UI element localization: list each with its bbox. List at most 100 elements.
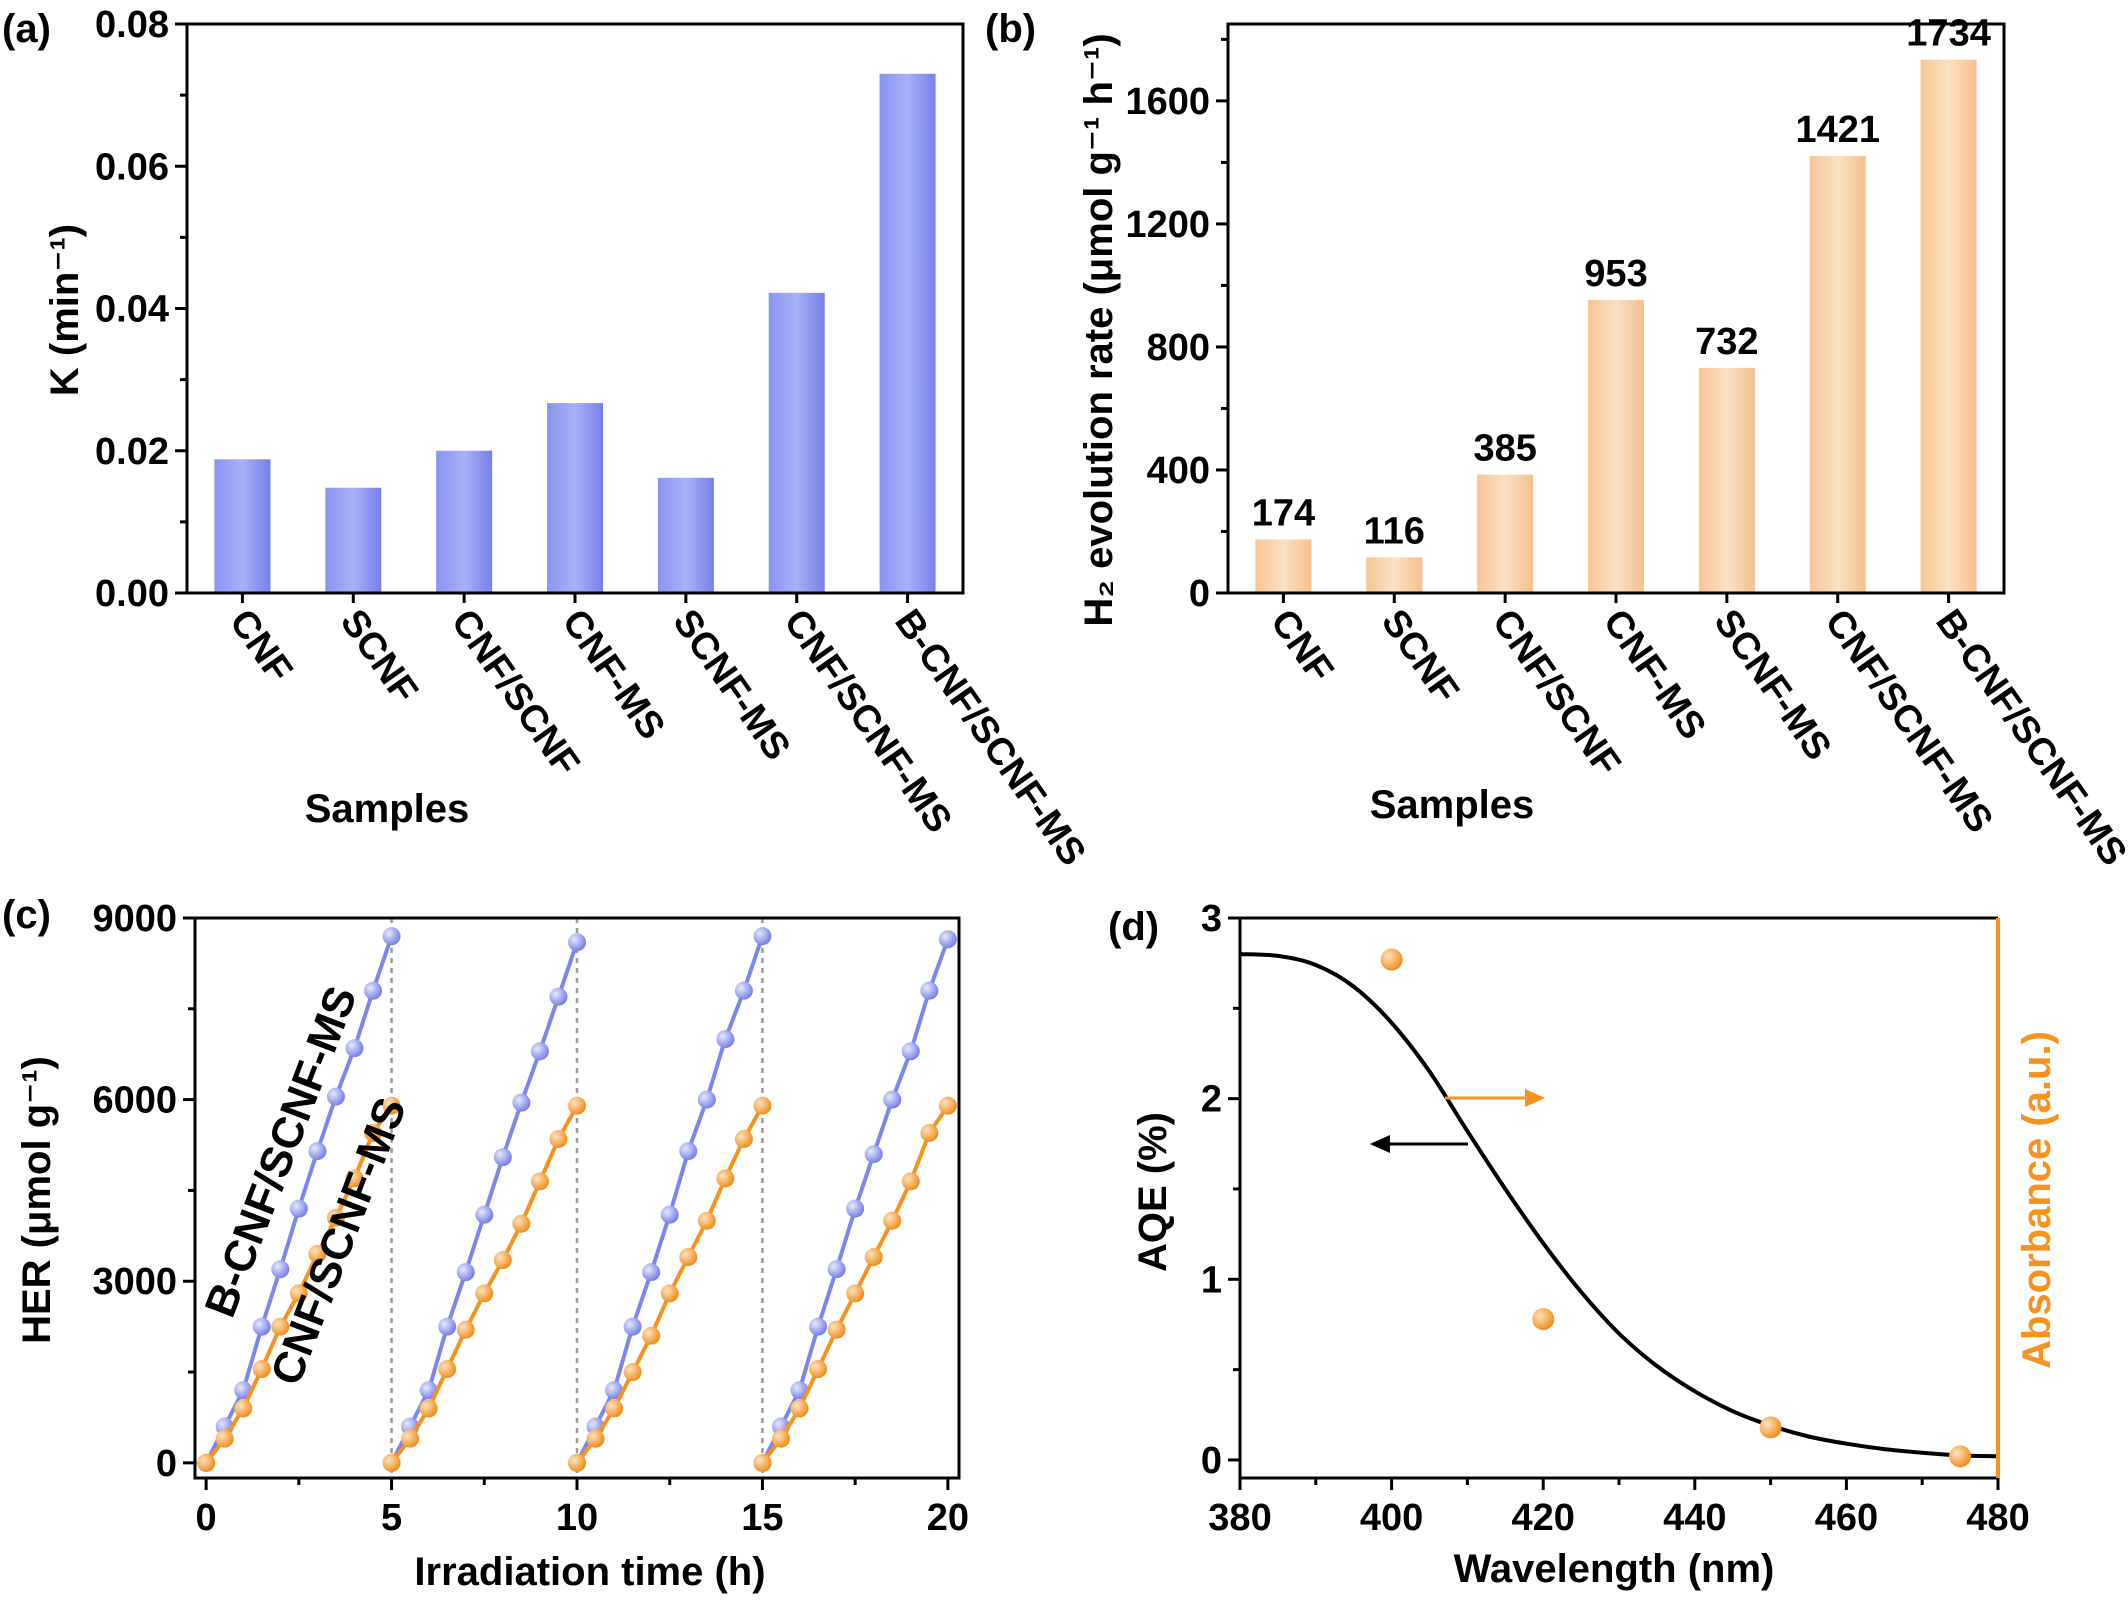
d-absorbance-curve [1239,952,1999,1459]
c-series-point [827,1320,846,1339]
d-x-tick-label: 440 [1663,1497,1726,1539]
panel-d-label: (d) [1108,905,1159,949]
c-series-point [289,1199,308,1218]
d-y-axis-title: AQE (%) [1131,1112,1175,1272]
c-series-point [846,1284,865,1303]
c-series-point [382,1096,401,1115]
c-series-point [697,1090,716,1109]
b-y-tick-label: 0 [1189,573,1210,615]
c-series-point [753,927,772,946]
c-series-point [326,1087,345,1106]
b-y-tick-label: 1600 [1125,81,1210,123]
c-series-point [623,1363,642,1382]
panel-c-label: (c) [2,893,51,937]
panel-a: (a) 0.000.020.040.060.08 CNF SCNF CNF/SCNF… [2,4,1094,873]
c-series-line [575,935,765,1464]
c-series-point [252,1317,271,1336]
c-series-point [456,1320,475,1339]
c-series-point [660,1284,679,1303]
c-series-point [901,1172,920,1191]
c-series-point [549,1129,568,1148]
a-bar [879,73,936,594]
c-series-point [827,1260,846,1279]
c-series-point [419,1399,438,1418]
a-bar [657,477,714,593]
c-y-axis-title: HER (μmol g⁻¹) [15,1056,59,1344]
c-series-point [883,1211,902,1230]
b-y-tick-label: 1200 [1125,204,1210,246]
a-x-ticks: CNF SCNF CNF/SCNFCNF-MSSCNF-MSCNF/SCNF-MSB… [221,593,1094,873]
d-y-tick-label: 0 [1201,1440,1222,1482]
d-arrow-to-left-axis [1370,1135,1468,1153]
c-series-point [289,1284,308,1303]
c-cycle-boundaries [390,918,764,1478]
c-series-point [901,1042,920,1061]
c-series-point [308,1142,327,1161]
c-series-point [920,1123,939,1142]
c-series-point [605,1381,624,1400]
c-series-point [716,1030,735,1049]
a-x-axis-title: Samples [305,787,470,831]
c-series-point [790,1399,809,1418]
c-series-point [771,1429,790,1448]
d-x-tick-label: 460 [1815,1497,1878,1539]
c-series-point [438,1360,457,1379]
d-x-tick-label: 420 [1511,1497,1574,1539]
c-series-point [512,1093,531,1112]
panel-a-label: (a) [2,7,51,51]
c-series [197,927,957,1472]
b-bar [1920,59,1977,593]
c-series-point [456,1263,475,1282]
d-y-tick-label: 3 [1201,898,1222,940]
c-series-point [475,1205,494,1224]
c-series-point [883,1090,902,1109]
c-y-tick-label: 0 [156,1443,177,1485]
b-x-tick-label: SCNF [1373,602,1467,711]
b-bar [1366,557,1423,593]
b-y-ticks: 0 400 800 1200 1600 [1125,37,1228,615]
d-x-ticks: 380 400 420 440 460 480 [1208,1478,2030,1539]
c-series-point [679,1248,698,1267]
c-series-point [252,1360,271,1379]
c-series-point [326,1208,345,1227]
panel-b-label: (b) [985,7,1036,51]
a-y-tick-label: 0.04 [95,289,169,331]
c-series-point [697,1211,716,1230]
b-data-label: 953 [1584,253,1647,295]
c-x-tick-label: 15 [741,1497,783,1539]
d-y-tick-label: 2 [1201,1079,1222,1121]
c-series-point [197,1453,216,1472]
b-x-tick-label: B-CNF/SCNF-MS [1927,602,2128,873]
c-series-point [809,1317,828,1336]
c-series-point [938,930,957,949]
c-series-point [734,981,753,1000]
b-data-labels: 174 116 385 953 732 1421 1734 [1252,13,1991,553]
a-x-tick-label: SCNF [332,602,426,711]
c-series-point [382,1453,401,1472]
c-series-point [642,1326,661,1345]
panel-d: (d) 0 1 2 3 380 400 420 440 460 480 Wavelength (… [1108,898,2059,1591]
c-series-point [938,1096,957,1115]
b-y-axis-title: H₂ evolution rate (μmol g⁻¹ h⁻¹) [1077,33,1121,626]
c-series-point [271,1260,290,1279]
b-x-tick-label: CNF-MS [1595,602,1714,747]
c-x-axis-title: Irradiation time (h) [414,1550,765,1594]
c-series-point [660,1205,679,1224]
a-bar [325,487,382,593]
d-arrow-to-right-axis [1445,1089,1545,1107]
c-x-tick-label: 5 [381,1497,402,1539]
c-series-point [716,1169,735,1188]
b-x-axis-title: Samples [1370,783,1535,827]
a-x-tick-label: CNF-MS [554,602,673,747]
b-bar [1588,299,1644,593]
a-y-tick-label: 0.08 [95,4,169,46]
d-x-axis-title: Wavelength (nm) [1454,1547,1775,1591]
c-series-line [389,941,579,1464]
b-x-tick-label: CNF [1262,602,1341,690]
c-series-point [475,1284,494,1303]
c-series-point [864,1145,883,1164]
a-y-tick-label: 0.02 [95,431,169,473]
c-series-point [512,1214,531,1233]
c-series-point [642,1263,661,1282]
c-series-point [753,1096,772,1115]
